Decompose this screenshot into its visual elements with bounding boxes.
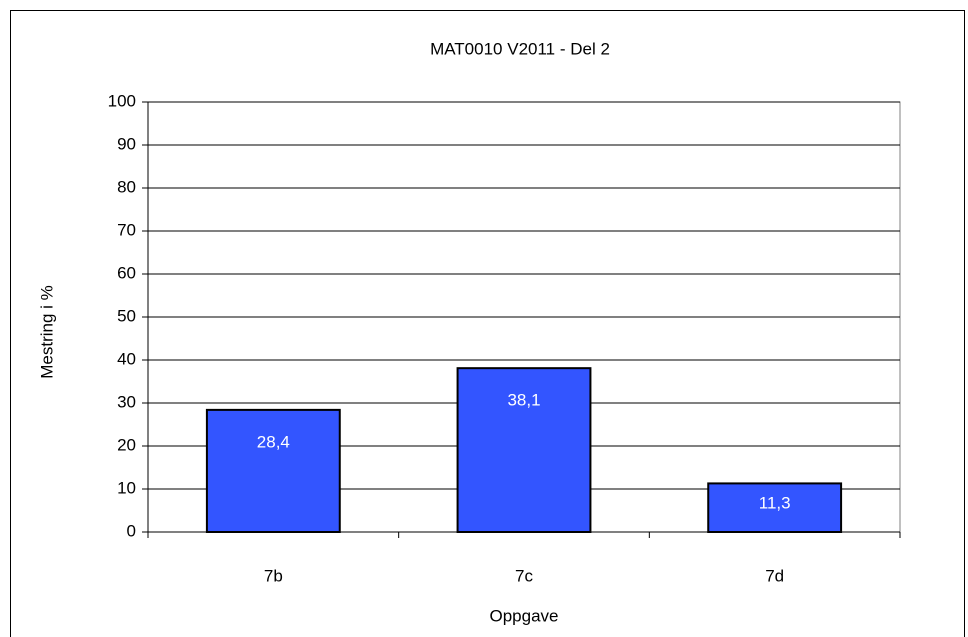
y-axis-label: Mestring i % [37, 285, 56, 379]
y-tick-label: 10 [117, 478, 136, 497]
x-tick-label: 7b [264, 566, 283, 585]
value-label: 28,4 [257, 432, 290, 451]
y-tick-label: 40 [117, 349, 136, 368]
bar [707, 482, 843, 534]
x-axis-label: Oppgave [490, 606, 559, 625]
value-label: 11,3 [759, 493, 791, 512]
x-tick-label: 7d [765, 566, 784, 585]
y-tick-label: 20 [117, 435, 136, 454]
y-tick-label: 100 [108, 91, 136, 110]
x-tick-label: 7c [515, 566, 533, 585]
bar [456, 367, 592, 534]
y-tick-label: 0 [127, 521, 136, 540]
y-tick-label: 30 [117, 392, 136, 411]
y-tick-label: 90 [117, 134, 136, 153]
y-tick-label: 80 [117, 177, 136, 196]
chart-title: MAT0010 V2011 - Del 2 [430, 39, 610, 58]
y-tick-label: 70 [117, 220, 136, 239]
y-tick-label: 60 [117, 263, 136, 282]
y-tick-label: 50 [117, 306, 136, 325]
bar [205, 408, 341, 534]
value-label: 38,1 [507, 391, 540, 410]
